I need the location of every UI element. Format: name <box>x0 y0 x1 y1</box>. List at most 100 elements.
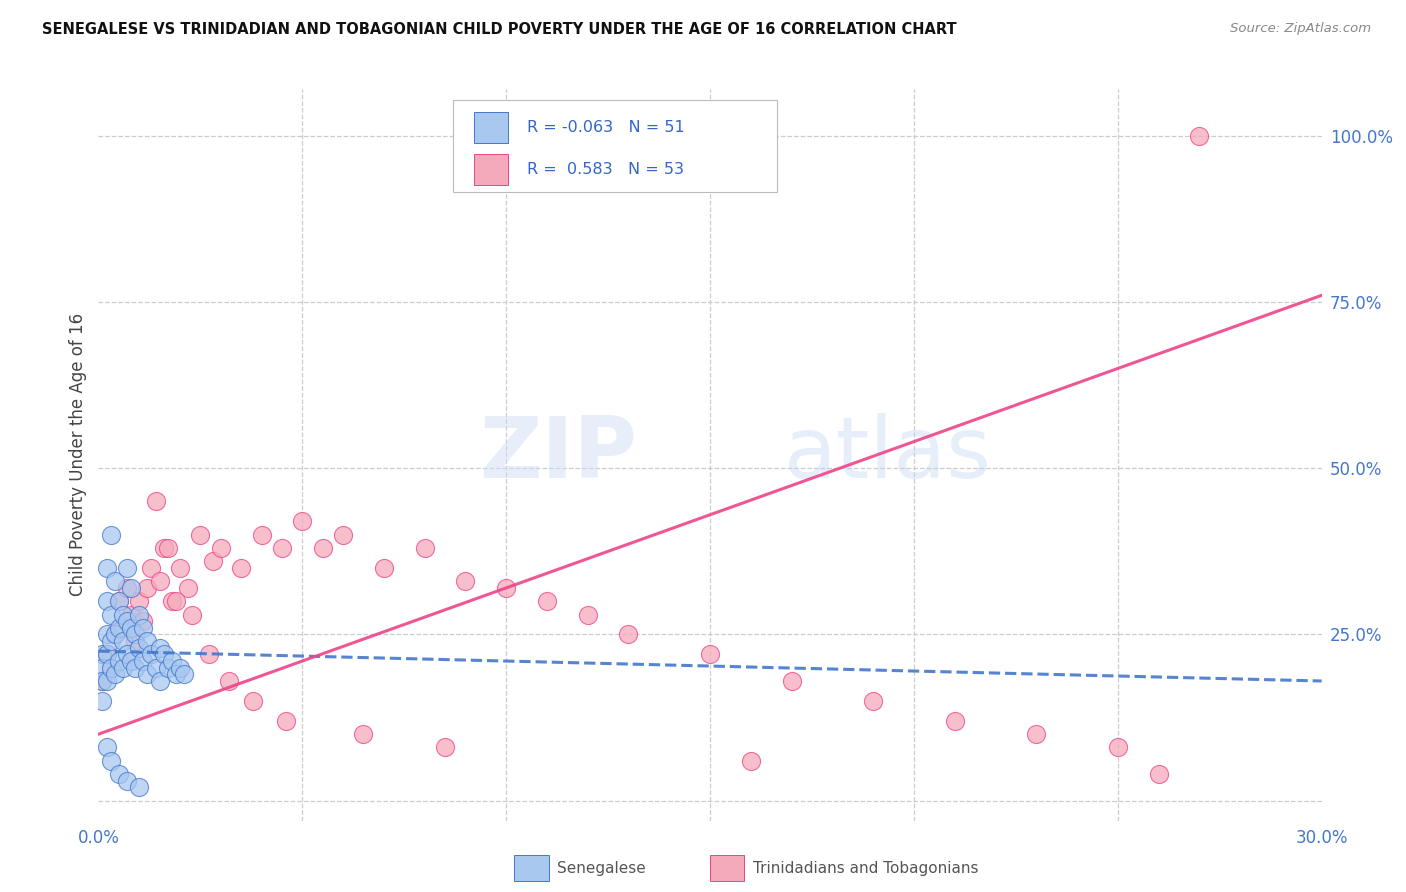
Point <box>132 614 155 628</box>
Point <box>115 614 138 628</box>
Point <box>270 541 294 555</box>
Text: Trinidadians and Tobagonians: Trinidadians and Tobagonians <box>752 861 979 876</box>
Point <box>100 661 122 675</box>
Point <box>91 673 114 688</box>
Point <box>115 581 138 595</box>
Point <box>177 581 200 595</box>
Point <box>96 740 118 755</box>
Point <box>250 527 273 541</box>
Bar <box>710 855 744 881</box>
Point <box>124 634 146 648</box>
Point <box>149 673 172 688</box>
Point <box>111 607 134 622</box>
Text: Source: ZipAtlas.com: Source: ZipAtlas.com <box>1230 22 1371 36</box>
Point <box>495 581 517 595</box>
Point <box>699 648 721 662</box>
Text: Senegalese: Senegalese <box>557 861 645 876</box>
Point <box>576 607 599 622</box>
Point <box>115 773 138 788</box>
Point <box>100 661 122 675</box>
Point <box>1188 128 1211 143</box>
Point <box>108 654 131 668</box>
Point <box>115 561 138 575</box>
Point <box>1025 727 1047 741</box>
Point <box>332 527 354 541</box>
Point <box>100 527 122 541</box>
Point <box>120 607 142 622</box>
Y-axis label: Child Poverty Under the Age of 16: Child Poverty Under the Age of 16 <box>69 313 87 597</box>
Point <box>152 541 174 555</box>
Point <box>108 767 131 781</box>
Text: atlas: atlas <box>783 413 991 497</box>
Point <box>91 661 114 675</box>
Point <box>111 634 134 648</box>
Point <box>91 648 114 662</box>
Point <box>128 640 150 655</box>
Point <box>120 581 142 595</box>
Bar <box>515 855 548 881</box>
Point <box>96 673 118 688</box>
Point <box>111 661 134 675</box>
Point <box>149 640 172 655</box>
Point <box>169 661 191 675</box>
Text: SENEGALESE VS TRINIDADIAN AND TOBAGONIAN CHILD POVERTY UNDER THE AGE OF 16 CORRE: SENEGALESE VS TRINIDADIAN AND TOBAGONIAN… <box>42 22 957 37</box>
Point <box>165 594 187 608</box>
Point <box>218 673 240 688</box>
Bar <box>474 112 508 143</box>
Point <box>136 667 159 681</box>
Point <box>115 648 138 662</box>
Point <box>617 627 640 641</box>
Point <box>740 754 762 768</box>
Point <box>536 594 558 608</box>
Point <box>132 621 155 635</box>
Point <box>352 727 374 741</box>
Point <box>104 627 127 641</box>
Point <box>149 574 172 589</box>
Point <box>780 673 803 688</box>
Point <box>100 607 122 622</box>
Point <box>181 607 204 622</box>
Point <box>312 541 335 555</box>
Point <box>165 667 187 681</box>
Point <box>291 515 314 529</box>
Point <box>108 621 131 635</box>
Point <box>96 648 118 662</box>
Point <box>141 648 163 662</box>
Point <box>188 527 212 541</box>
Point <box>120 621 142 635</box>
Point <box>111 621 134 635</box>
Point <box>156 661 179 675</box>
Bar <box>474 154 508 185</box>
Point <box>169 561 191 575</box>
Point <box>91 673 114 688</box>
Text: R =  0.583   N = 53: R = 0.583 N = 53 <box>527 162 683 177</box>
Point <box>120 654 142 668</box>
Point <box>104 574 127 589</box>
Point <box>124 627 146 641</box>
Point <box>141 561 163 575</box>
Point <box>108 594 131 608</box>
Point <box>454 574 477 589</box>
Point <box>231 561 253 575</box>
FancyBboxPatch shape <box>453 100 778 192</box>
Point <box>201 554 224 568</box>
Point <box>124 661 146 675</box>
Point <box>862 694 884 708</box>
Point <box>96 648 118 662</box>
Point <box>152 648 174 662</box>
Point <box>156 541 179 555</box>
Point <box>145 661 167 675</box>
Point <box>1107 740 1129 755</box>
Point <box>128 594 150 608</box>
Point <box>91 694 114 708</box>
Point <box>136 634 159 648</box>
Point <box>173 667 195 681</box>
Point <box>100 634 122 648</box>
Point <box>197 648 219 662</box>
Point <box>373 561 395 575</box>
Point <box>132 654 155 668</box>
Point <box>100 754 122 768</box>
Point <box>136 581 159 595</box>
Point <box>104 667 127 681</box>
Point <box>242 694 264 708</box>
